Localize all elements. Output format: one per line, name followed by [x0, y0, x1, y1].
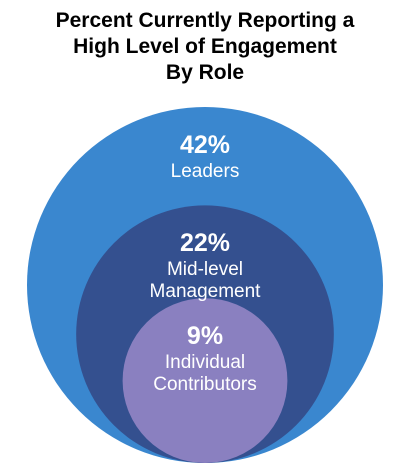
category-label: Individual Contributors: [153, 352, 257, 396]
value-label: 22%: [179, 229, 231, 258]
circle: [122, 298, 288, 463]
category-label: Leaders: [170, 161, 240, 182]
value-label: 42%: [179, 131, 231, 159]
category-label: Mid-level Management: [149, 259, 261, 303]
value-label: 9%: [186, 322, 224, 351]
chart-title: Percent Currently Reporting a High Level…: [55, 9, 355, 84]
